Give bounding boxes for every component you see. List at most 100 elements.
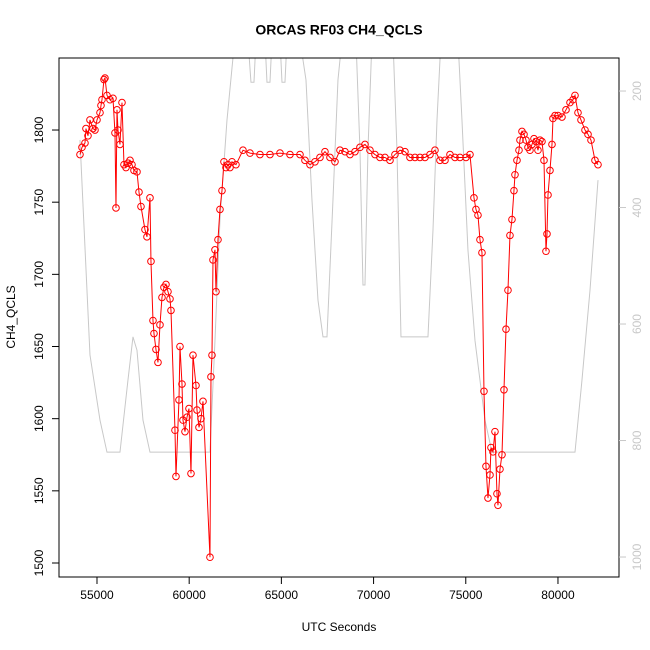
data-point: [546, 166, 554, 175]
data-point: [93, 116, 101, 124]
data-point: [451, 153, 459, 162]
data-point: [331, 157, 339, 166]
data-point: [484, 494, 492, 502]
x-tick-label: 70000: [357, 588, 391, 602]
data-point: [534, 146, 542, 155]
data-point: [114, 126, 122, 134]
data-point: [146, 194, 154, 202]
data-point: [502, 325, 510, 333]
data-point: [91, 126, 99, 134]
data-point: [431, 146, 439, 155]
data-point: [351, 147, 359, 156]
data-point: [266, 150, 274, 159]
data-point: [101, 74, 109, 82]
data-point: [246, 149, 254, 157]
data-point: [316, 153, 324, 162]
data-point: [456, 153, 464, 162]
data-point: [192, 381, 200, 390]
data-point: [594, 160, 602, 169]
data-point: [152, 345, 160, 354]
x-tick-label: 55000: [80, 588, 114, 602]
data-point: [181, 427, 189, 436]
x-tick-label: 60000: [172, 588, 206, 602]
data-point: [143, 233, 151, 241]
data-point: [466, 150, 474, 159]
data-point: [100, 75, 108, 84]
data-point: [406, 153, 414, 162]
y-tick-label: 1800: [32, 116, 46, 143]
data-point: [487, 443, 495, 452]
series-line: [79, 76, 599, 558]
data-point: [166, 295, 174, 303]
data-point: [97, 101, 105, 110]
data-point: [486, 471, 494, 479]
data-point: [513, 156, 521, 165]
data-point: [574, 108, 582, 117]
data-point: [183, 413, 191, 422]
data-point: [522, 136, 530, 144]
data-point: [211, 246, 219, 254]
data-point: [548, 140, 556, 149]
data-point: [571, 91, 579, 100]
series-line: [79, 58, 599, 453]
data-point: [391, 150, 399, 159]
data-point: [493, 489, 501, 498]
data-point: [112, 204, 120, 212]
data-point: [116, 140, 124, 149]
data-point: [474, 211, 482, 219]
data-point: [476, 235, 484, 244]
data-point: [577, 116, 585, 124]
data-point: [540, 156, 548, 165]
data-point: [276, 149, 284, 157]
data-point: [113, 106, 121, 114]
data-point: [494, 501, 502, 510]
data-point: [558, 113, 566, 121]
y2-tick-label: 600: [630, 314, 644, 334]
data-point: [584, 130, 592, 139]
data-point: [441, 156, 449, 165]
data-point: [156, 321, 164, 329]
data-point: [511, 170, 519, 179]
data-point: [256, 150, 264, 159]
y2-tick-label: 800: [630, 430, 644, 450]
plot-area: [76, 58, 602, 562]
y2-tick-label: 200: [630, 81, 644, 101]
data-point: [212, 287, 220, 296]
plot-frame: [58, 57, 620, 578]
data-point: [396, 146, 404, 155]
y-tick-label: 1650: [32, 333, 46, 360]
data-point: [172, 472, 180, 481]
data-point: [361, 140, 369, 149]
data-point: [162, 280, 170, 289]
data-point: [416, 153, 424, 162]
data-point: [167, 306, 175, 315]
data-point: [84, 131, 92, 140]
data-point: [154, 358, 162, 367]
data-point: [96, 108, 104, 117]
data-point: [206, 553, 214, 562]
data-point: [189, 351, 197, 359]
data-point: [164, 287, 172, 296]
data-point: [232, 160, 240, 169]
data-point: [195, 423, 203, 432]
data-point: [569, 95, 577, 104]
data-point: [158, 293, 166, 302]
data-point: [551, 111, 559, 120]
data-point: [147, 257, 155, 266]
data-point: [133, 168, 141, 176]
data-point: [149, 316, 157, 325]
data-point: [218, 186, 226, 195]
data-point: [500, 386, 508, 394]
data-point: [89, 124, 97, 133]
data-point: [554, 111, 562, 120]
data-point: [376, 153, 384, 162]
data-point: [366, 146, 374, 155]
data-point: [193, 406, 201, 414]
y-tick-label: 1750: [32, 189, 46, 216]
y-tick-label: 1500: [32, 549, 46, 576]
data-point: [321, 147, 329, 156]
data-point: [496, 465, 504, 473]
data-point: [508, 215, 516, 224]
y-tick-label: 1600: [32, 405, 46, 432]
